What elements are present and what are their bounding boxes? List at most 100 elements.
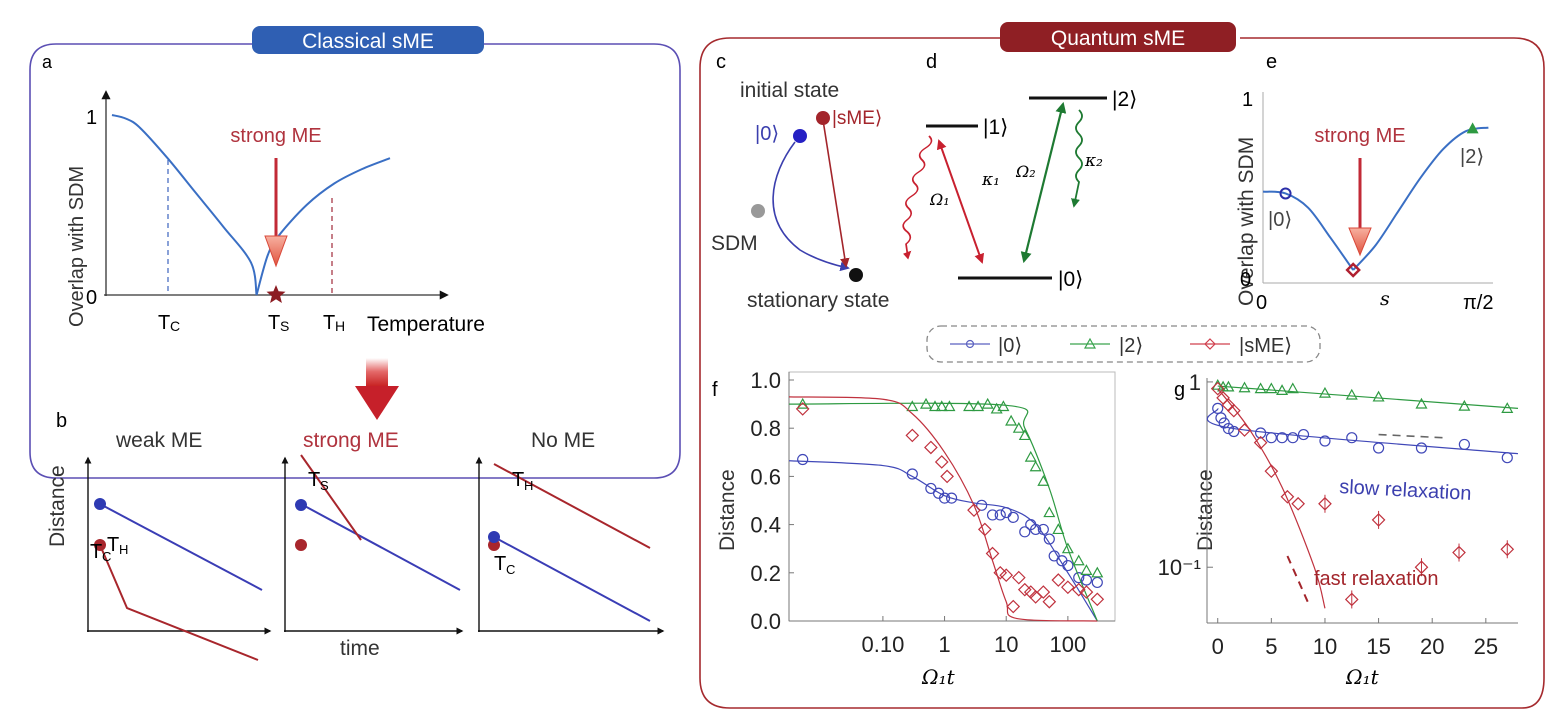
strong-me-hot-line	[300, 454, 362, 541]
svg-text:H: H	[335, 318, 345, 334]
panel-f-point-state2	[943, 400, 956, 412]
svg-text:T: T	[158, 312, 170, 334]
svg-text:|sME⟩: |sME⟩	[1239, 335, 1292, 357]
panel-f-point-sme	[1051, 573, 1066, 587]
legend: |0⟩ |2⟩ |sME⟩	[926, 325, 1321, 363]
panel-e-xtick-pi2: π/2	[1463, 292, 1493, 314]
kappa1-wavy-arrow	[902, 135, 933, 260]
svg-text:H: H	[524, 478, 533, 493]
panel-g-xtick-label: 0	[1212, 634, 1224, 659]
panel-f-point-sme	[934, 455, 949, 469]
svg-text:S: S	[280, 318, 289, 334]
panel-f-point-sme	[1079, 585, 1094, 599]
sdm-dot	[751, 204, 765, 218]
stationary-state-dot	[849, 268, 863, 282]
strong-me-cold-dot	[295, 499, 307, 511]
panel-f-point-sme	[985, 546, 1000, 561]
panel-f-point-state0	[1007, 511, 1019, 523]
panel-e-ylabel: Overlap with SDM	[1235, 137, 1258, 306]
panel-g-xtick-label: 10	[1313, 634, 1337, 659]
svg-text:T: T	[107, 534, 119, 556]
panel-f-point-sme	[1017, 582, 1032, 597]
panel-a-label: a	[42, 52, 53, 72]
panel-f-point-state2	[981, 397, 994, 409]
panel-f-point-state2	[935, 400, 948, 412]
panel-f-label: f	[712, 379, 718, 401]
panel-g-point-state0	[1228, 425, 1240, 438]
panel-f-xtick-label: 0.10	[861, 632, 904, 657]
panel-e-curve-left	[1262, 190, 1354, 271]
panel-e: e Overlap with SDM 1 0 0 s π/2 strong ME…	[1235, 51, 1493, 314]
legend-item-2: |2⟩	[1070, 335, 1143, 357]
no-me-cold-line	[493, 536, 651, 622]
panel-f-point-state2	[928, 400, 942, 412]
legend-circle-icon	[965, 339, 975, 349]
panel-f-point-sme	[795, 402, 810, 416]
panel-a-curve-left	[111, 114, 258, 296]
panel-g-xtick-label: 20	[1420, 634, 1444, 659]
panel-g: g Distance Ω₁t 0 5 10 15 20 25 1 10⁻¹ slow rela…	[1158, 370, 1519, 689]
panel-e-strong-me-arrow-head	[1348, 227, 1372, 257]
panel-f-point-state0	[797, 453, 809, 466]
panel-e-marker-state2	[1466, 122, 1479, 134]
panel-e-ytick-0: 0	[1240, 269, 1251, 291]
panel-f-point-state2	[1018, 429, 1031, 441]
weak-me-hot-line	[99, 544, 259, 661]
panel-f-point-state2	[1037, 474, 1050, 486]
panel-f-point-state2	[963, 400, 976, 412]
panel-f-point-state0	[994, 509, 1006, 521]
panel-g-point-state2	[1372, 390, 1385, 402]
state0-label: |0⟩	[755, 123, 779, 145]
panel-b-ylabel: Distance	[46, 465, 69, 547]
panel-g-point-state0	[1265, 432, 1277, 444]
panel-g-point-sme	[1318, 496, 1332, 511]
panel-f-point-state2	[997, 400, 1010, 412]
panel-g-point-state2	[1286, 382, 1299, 394]
panel-e-curve-right	[1352, 126, 1489, 271]
omega2-label: Ω₂	[1015, 162, 1036, 181]
legend-diamond-icon	[1204, 338, 1216, 350]
strong-me-cold-line	[300, 503, 461, 591]
strong-me-title: strong ME	[303, 429, 399, 452]
classical-header-badge	[252, 26, 484, 54]
panel-g-label: g	[1174, 379, 1185, 401]
panel-f-point-sme	[905, 428, 920, 443]
panel-g-slow-reference-dash	[1378, 433, 1443, 439]
panel-f-point-state0	[906, 468, 918, 480]
panel-f-point-state2	[1024, 450, 1037, 462]
panel-b-xlabel: time	[340, 637, 380, 660]
panel-f-fit-state2	[788, 402, 1098, 622]
level-2-label: |2⟩	[1112, 88, 1137, 111]
svg-text:T: T	[494, 553, 506, 575]
panel-g-point-sme	[1291, 496, 1306, 511]
panel-f-point-state0	[1080, 574, 1093, 586]
fast-relaxation-label: fast relaxation	[1314, 568, 1439, 590]
panel-g-point-state0	[1287, 432, 1299, 444]
kappa2-wavy-arrow	[1071, 109, 1083, 208]
panel-f-point-sme	[1071, 582, 1086, 597]
panel-f-point-state2	[1052, 523, 1065, 535]
initial-state-label: initial state	[740, 79, 839, 102]
panel-f-point-state0	[1019, 526, 1031, 538]
panel-f-point-state2	[1012, 421, 1025, 433]
panel-f-ytick-label: 0.8	[750, 416, 781, 441]
panel-f-point-state0	[1062, 559, 1074, 572]
panel-g-point-sme	[1500, 542, 1515, 557]
panel-f-ytick-label: 0.6	[750, 464, 781, 489]
panel-g-point-sme	[1452, 545, 1466, 560]
panel-f-xtick-label: 1	[938, 632, 950, 657]
panel-f-point-sme	[1011, 570, 1026, 585]
panel-g-point-state0	[1372, 442, 1385, 454]
panel-f-xtick-label: 100	[1050, 632, 1087, 657]
panel-f-point-state2	[796, 397, 809, 409]
panel-g-ytick-label: 10⁻¹	[1158, 555, 1201, 580]
panel-a-ytick-0: 0	[86, 287, 97, 309]
panel-e-label: e	[1266, 51, 1277, 73]
panel-f-point-state0	[976, 499, 988, 511]
